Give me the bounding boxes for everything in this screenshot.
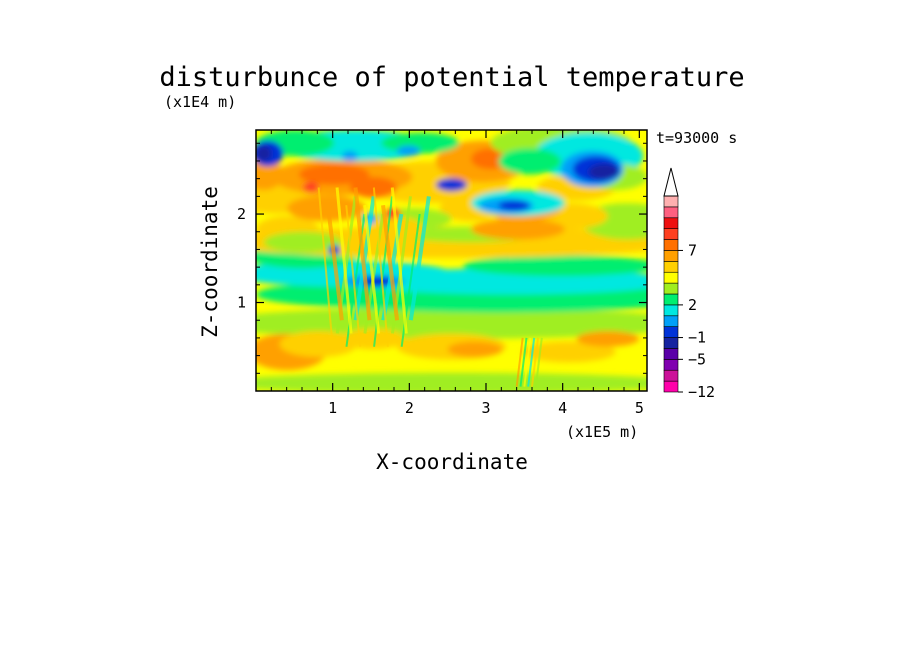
contour-blob — [361, 276, 393, 287]
colorbar-tick-label: −1 — [688, 329, 706, 347]
colorbar-extend-arrow — [663, 167, 679, 197]
colorbar-tick-label: −12 — [688, 383, 715, 401]
y-tick-label: 2 — [237, 205, 246, 223]
chart-title: disturbunce of potential temperature — [159, 62, 744, 93]
contour-blob — [381, 132, 460, 154]
colorbar-swatch — [663, 315, 679, 327]
contour-blob — [498, 200, 530, 211]
x-tick-label: 3 — [481, 399, 490, 417]
contour-blob — [349, 176, 397, 198]
wave-streak — [363, 205, 381, 334]
y-tick-label: 1 — [237, 294, 246, 312]
colorbar-swatch — [663, 293, 679, 306]
wave-streak — [408, 196, 431, 321]
colorbar-tick-label: 7 — [688, 241, 697, 259]
x-tick-label: 5 — [635, 399, 644, 417]
contour-blob — [342, 150, 358, 162]
wave-streak — [353, 187, 372, 321]
x-scale-label: (x1E5 m) — [566, 423, 638, 441]
wave-streak — [325, 204, 344, 321]
x-tick-label: 2 — [405, 399, 414, 417]
wave-streak — [390, 187, 408, 334]
contour-blob — [279, 330, 358, 358]
contour-blob — [299, 163, 370, 185]
wave-streak — [519, 337, 528, 387]
contour-blob — [435, 178, 468, 192]
colorbar-swatch — [663, 326, 679, 338]
colorbar-swatch — [663, 271, 679, 284]
wave-streak — [523, 337, 532, 387]
contour-blob — [256, 145, 272, 162]
colorbar-swatch — [663, 217, 679, 229]
y-scale-label: (x1E4 m) — [164, 93, 236, 111]
contour-blob — [342, 328, 405, 350]
colorbar-swatch — [663, 369, 679, 382]
y-axis-label: Z-coordinate — [198, 186, 222, 338]
colorbar-swatch — [663, 304, 679, 317]
colorbar-swatch — [663, 206, 679, 219]
contour-blob — [396, 145, 421, 157]
x-axis: 1 2 3 4 5 — [270, 130, 644, 417]
contour-blob — [447, 341, 503, 358]
plot-area — [256, 130, 647, 391]
colorbar-tick-label: 2 — [688, 296, 697, 314]
wave-streak — [345, 205, 362, 347]
contour-blob — [463, 255, 647, 277]
wave-streak — [531, 337, 539, 387]
contour-blob — [256, 158, 284, 191]
wave-streak — [381, 204, 400, 321]
colorbar-swatch — [663, 239, 679, 251]
colorbar-swatch — [663, 195, 679, 208]
contour-blob — [521, 341, 616, 363]
contour-blob — [385, 208, 401, 219]
x-tick-label: 1 — [328, 399, 337, 417]
colorbar-swatch — [663, 250, 679, 262]
colorbar-swatch — [663, 282, 679, 295]
colorbar-swatch — [663, 359, 679, 371]
colorbar-swatch — [663, 261, 679, 273]
plot-frame — [255, 129, 648, 392]
wave-streak — [527, 337, 536, 387]
contour-blob — [498, 148, 561, 175]
wave-streak — [534, 337, 543, 387]
x-tick-label: 4 — [558, 399, 567, 417]
contour-blob — [471, 218, 565, 240]
colorbar-swatch — [663, 348, 679, 360]
colorbar: 7 2 −1 −5 −12 — [663, 167, 715, 401]
wave-streak — [335, 187, 353, 334]
contour-blob — [588, 163, 620, 180]
y-axis: 12 — [237, 142, 647, 374]
contour-blob — [576, 330, 640, 347]
contour-blob — [302, 182, 319, 193]
wave-streak — [372, 187, 389, 347]
wave-streak — [515, 337, 524, 387]
wave-streak — [317, 187, 334, 347]
colorbar-swatch — [663, 337, 679, 349]
time-label: t=93000 s — [656, 129, 737, 147]
colorbar-tick-label: −5 — [688, 350, 706, 368]
x-axis-label: X-coordinate — [376, 450, 528, 474]
contour-blob — [256, 372, 647, 391]
colorbar-swatch — [663, 380, 679, 393]
colorbar-swatch — [663, 228, 679, 240]
